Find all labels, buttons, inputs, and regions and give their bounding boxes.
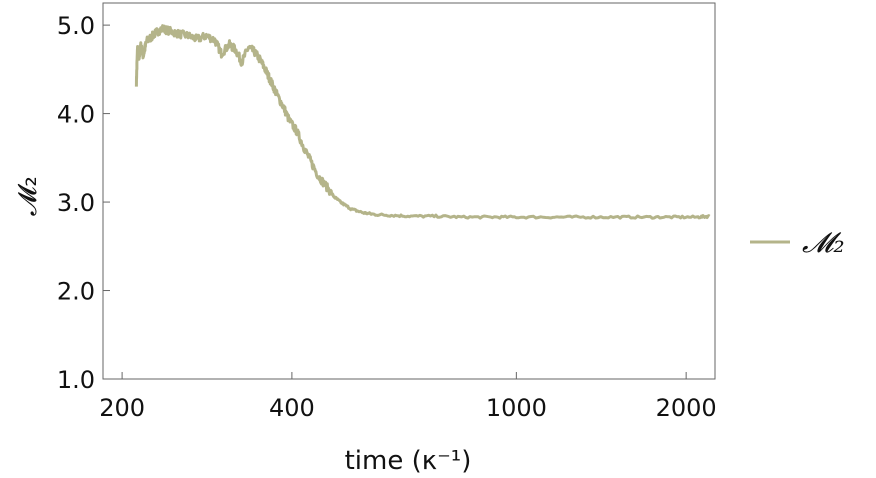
x-axis-label: time (κ⁻¹)	[345, 446, 472, 476]
y-tick-label: 1.0	[57, 366, 95, 394]
y-axis-label: 𝓜₂	[13, 176, 43, 216]
y-tick-label: 4.0	[57, 101, 95, 129]
x-tick-label: 400	[269, 394, 315, 422]
plot-frame	[102, 2, 716, 380]
legend: 𝓜₂	[750, 226, 845, 259]
x-tick-label: 1000	[486, 394, 547, 422]
x-tick-label: 200	[99, 394, 145, 422]
series-line-m2	[134, 24, 711, 220]
x-axis-ticks: 200 400 1000 2000	[99, 372, 717, 422]
y-tick-label: 2.0	[57, 278, 95, 306]
y-tick-label: 3.0	[57, 189, 95, 217]
y-axis-ticks: 1.0 2.0 3.0 4.0 5.0	[57, 12, 110, 394]
legend-label: 𝓜₂	[802, 226, 845, 259]
y-tick-label: 5.0	[57, 12, 95, 40]
x-tick-label: 2000	[656, 394, 717, 422]
